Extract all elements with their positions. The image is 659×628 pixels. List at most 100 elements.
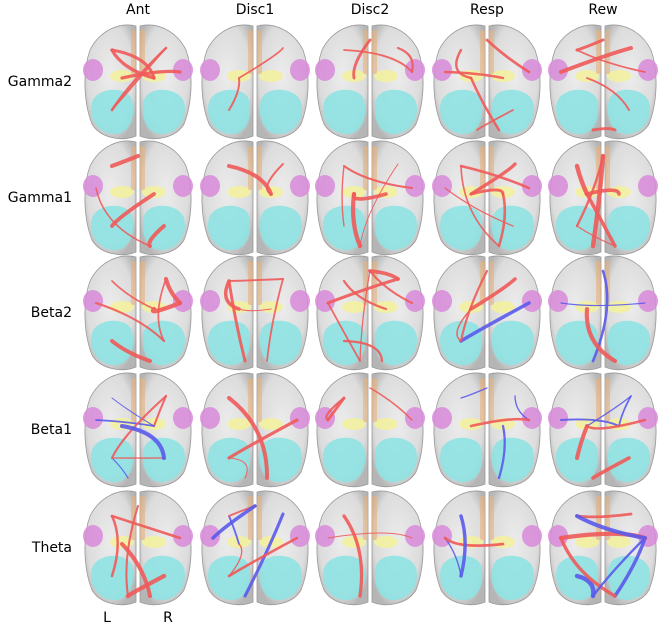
connection bbox=[228, 543, 243, 577]
connection bbox=[455, 48, 473, 80]
brain-panel bbox=[83, 256, 193, 370]
connection bbox=[343, 49, 413, 73]
brain-panel bbox=[83, 491, 193, 605]
connection bbox=[469, 277, 517, 311]
connection bbox=[585, 188, 621, 196]
brain-panel bbox=[200, 256, 310, 370]
connection bbox=[150, 300, 183, 314]
connection bbox=[110, 192, 156, 228]
connection bbox=[485, 38, 531, 74]
row-label: Beta2 bbox=[31, 305, 72, 321]
connection bbox=[497, 192, 507, 248]
panel-grid bbox=[83, 25, 658, 605]
connection bbox=[152, 394, 168, 428]
connection bbox=[585, 418, 647, 430]
brain-panel bbox=[200, 25, 310, 139]
brain bbox=[548, 25, 658, 139]
connection bbox=[396, 46, 414, 74]
connection bbox=[618, 395, 632, 427]
connection bbox=[228, 278, 284, 282]
brain-panel bbox=[432, 373, 542, 487]
brain bbox=[548, 373, 658, 487]
connection bbox=[342, 279, 388, 311]
row-label: Gamma1 bbox=[8, 190, 72, 206]
connection bbox=[476, 109, 514, 131]
brain bbox=[432, 491, 542, 605]
connection bbox=[560, 302, 646, 307]
connection bbox=[110, 514, 182, 540]
connection bbox=[342, 339, 384, 363]
connection bbox=[460, 165, 500, 247]
brain bbox=[200, 141, 310, 255]
connection bbox=[157, 278, 167, 342]
connection bbox=[111, 457, 129, 479]
brain-panel bbox=[315, 256, 425, 370]
connection bbox=[558, 45, 634, 75]
brain-panel bbox=[83, 141, 193, 255]
connection bbox=[228, 457, 248, 479]
connection bbox=[111, 280, 155, 310]
brain-panel bbox=[200, 373, 310, 487]
connection bbox=[147, 224, 166, 248]
connection bbox=[368, 269, 414, 305]
brain bbox=[432, 25, 542, 139]
brain-panel bbox=[548, 373, 658, 487]
connection bbox=[94, 301, 166, 343]
connection bbox=[163, 276, 183, 306]
brain bbox=[83, 25, 193, 139]
connection bbox=[327, 532, 413, 539]
connection bbox=[591, 536, 647, 598]
connection bbox=[576, 225, 616, 247]
connection bbox=[591, 127, 617, 132]
connection bbox=[327, 302, 361, 362]
connection bbox=[574, 163, 590, 197]
connection bbox=[591, 269, 609, 363]
connection bbox=[459, 301, 531, 343]
connection bbox=[469, 76, 501, 132]
brain bbox=[432, 373, 542, 487]
connection bbox=[227, 396, 269, 480]
brain-panel bbox=[83, 25, 193, 139]
brain-panel bbox=[315, 373, 425, 487]
connection bbox=[359, 270, 371, 362]
connection bbox=[559, 536, 617, 598]
connection bbox=[444, 187, 514, 227]
column-header: Disc1 bbox=[236, 2, 275, 18]
connection bbox=[119, 423, 167, 461]
connection bbox=[110, 48, 156, 80]
brain bbox=[200, 25, 310, 139]
connection bbox=[591, 456, 631, 480]
connection bbox=[326, 396, 346, 422]
connection bbox=[575, 514, 647, 540]
connection bbox=[613, 536, 647, 598]
connection bbox=[574, 573, 596, 599]
connection bbox=[109, 153, 141, 169]
connection bbox=[443, 70, 505, 80]
connection bbox=[227, 418, 299, 460]
connection bbox=[266, 278, 284, 362]
connection bbox=[120, 69, 182, 80]
hemisphere-label: L bbox=[103, 610, 111, 626]
row-label: Beta1 bbox=[31, 422, 72, 438]
brain bbox=[83, 256, 193, 370]
brain-panel bbox=[432, 256, 542, 370]
connection bbox=[110, 48, 156, 80]
brain-panel bbox=[315, 25, 425, 139]
brain-panel bbox=[432, 25, 542, 139]
connection bbox=[211, 504, 257, 540]
connection bbox=[456, 308, 472, 342]
connection bbox=[341, 165, 345, 227]
connection bbox=[326, 277, 400, 305]
connection bbox=[110, 339, 152, 363]
brain-panel bbox=[315, 491, 425, 605]
connection bbox=[228, 77, 241, 111]
connection bbox=[460, 387, 488, 399]
connection bbox=[227, 279, 247, 363]
connection bbox=[575, 154, 605, 228]
connection bbox=[110, 394, 168, 460]
brain-panel bbox=[548, 256, 658, 370]
brain-panel bbox=[200, 141, 310, 255]
row-label: Theta bbox=[31, 540, 72, 556]
connection bbox=[497, 424, 506, 480]
